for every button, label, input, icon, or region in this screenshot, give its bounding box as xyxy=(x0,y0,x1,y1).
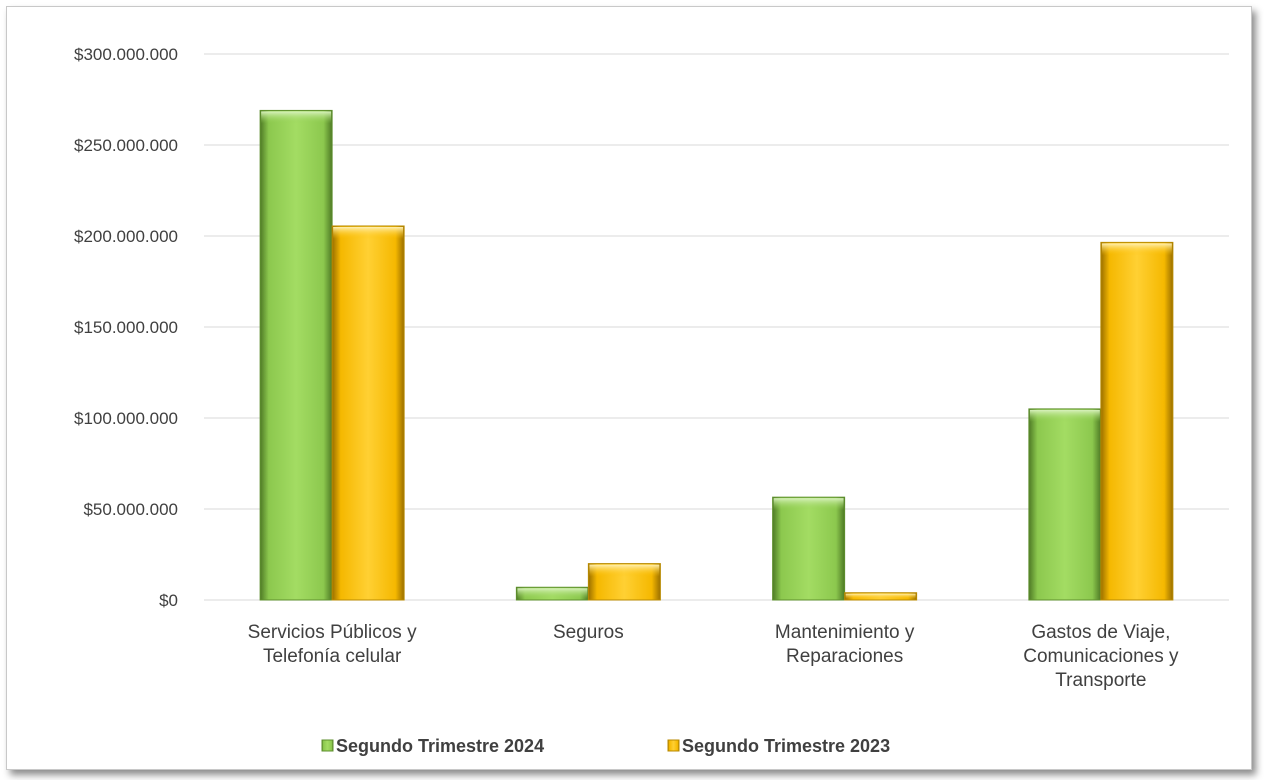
bar-highlight xyxy=(333,226,404,239)
bar-2023-0 xyxy=(331,225,405,601)
bar-body xyxy=(1100,241,1174,601)
legend-item: Segundo Trimestre 2024 xyxy=(321,736,544,756)
category-label-line: Gastos de Viaje, xyxy=(1031,622,1170,643)
bar-highlight xyxy=(589,564,660,577)
y-tick-label: $50.000.000 xyxy=(83,500,178,519)
bar-highlight xyxy=(1029,409,1100,422)
y-tick-label: $200.000.000 xyxy=(74,227,178,246)
category-label-line: Seguros xyxy=(553,622,624,643)
legend-label: Segundo Trimestre 2023 xyxy=(682,736,890,756)
bar-body xyxy=(772,496,846,601)
y-tick-label: $0 xyxy=(159,591,178,610)
category-label: Mantenimiento y Reparaciones xyxy=(775,622,915,667)
y-axis-tick-labels: $0 $50.000.000 $100.000.000 $150.000.000 $20… xyxy=(74,45,178,610)
category-label: Gastos de Viaje, Comunicaciones y Transpor… xyxy=(1023,622,1179,691)
category-label-line: Telefonía celular xyxy=(263,646,402,667)
category-label-line: Servicios Públicos y xyxy=(248,622,417,643)
bar-2024-2 xyxy=(772,496,846,601)
bars xyxy=(259,109,1174,601)
category-label-line: Transporte xyxy=(1055,670,1146,691)
chart-frame xyxy=(6,6,1252,770)
y-tick-label: $100.000.000 xyxy=(74,409,178,428)
bar-highlight xyxy=(261,111,332,124)
bar-body xyxy=(1028,408,1102,601)
bar-highlight xyxy=(773,498,844,511)
bar-2024-1 xyxy=(515,586,589,601)
bar-body xyxy=(259,109,333,601)
legend-swatch xyxy=(667,739,680,752)
bar-2023-1 xyxy=(587,563,661,601)
y-tick-label: $150.000.000 xyxy=(74,318,178,337)
y-tick-label: $300.000.000 xyxy=(74,45,178,64)
legend: Segundo Trimestre 2024 Segundo Trimestre … xyxy=(321,736,890,756)
bar-2023-3 xyxy=(1100,241,1174,601)
x-axis-category-labels: Servicios Públicos y Telefonía celular Seg… xyxy=(248,622,1179,691)
category-label-line: Reparaciones xyxy=(786,646,903,667)
category-label-line: Mantenimiento y xyxy=(775,622,915,643)
legend-item: Segundo Trimestre 2023 xyxy=(667,736,890,756)
bar-2024-0 xyxy=(259,109,333,601)
category-label: Seguros xyxy=(553,622,624,643)
y-tick-label: $250.000.000 xyxy=(74,136,178,155)
category-label: Servicios Públicos y Telefonía celular xyxy=(248,622,417,667)
bar-2024-3 xyxy=(1028,408,1102,601)
bar-2023-2 xyxy=(844,592,918,601)
bar-highlight xyxy=(1101,243,1172,256)
category-label-line: Comunicaciones y xyxy=(1023,646,1179,667)
bar-highlight xyxy=(517,588,588,599)
legend-swatch xyxy=(321,739,334,752)
bar-body xyxy=(331,225,405,601)
bar-highlight xyxy=(845,593,916,599)
legend-label: Segundo Trimestre 2024 xyxy=(336,736,544,756)
